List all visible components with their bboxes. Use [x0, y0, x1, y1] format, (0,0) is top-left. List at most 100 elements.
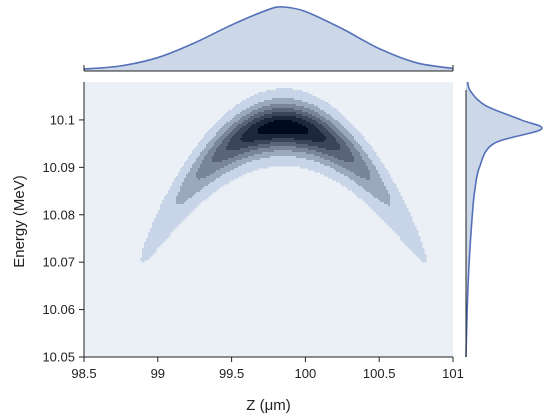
contour-cell-level-1: [362, 180, 365, 183]
contour-cell-level-1: [188, 192, 191, 195]
contour-cell-level-1: [374, 178, 377, 181]
contour-cell-level-0: [404, 242, 407, 245]
contour-cell-level-0: [404, 228, 407, 231]
contour-cell-level-3: [298, 146, 301, 149]
contour-cell-level-0: [196, 150, 199, 153]
contour-cell-level-3: [230, 150, 233, 153]
contour-cell-level-4: [282, 138, 285, 141]
contour-cell-level-6: [278, 132, 281, 135]
contour-cell-level-0: [206, 142, 209, 145]
contour-cell-level-6: [264, 132, 267, 135]
contour-cell-level-4: [330, 148, 333, 151]
contour-cell-level-0: [338, 172, 341, 175]
contour-cell-level-2: [234, 158, 237, 161]
contour-cell-level-0: [274, 92, 277, 95]
contour-cell-level-1: [368, 168, 371, 171]
contour-cell-level-0: [144, 258, 147, 261]
contour-cell-level-2: [216, 140, 219, 143]
contour-cell-level-0: [380, 212, 383, 215]
contour-cell-level-1: [388, 204, 391, 207]
contour-cell-level-0: [218, 120, 221, 123]
contour-cell-level-0: [260, 92, 263, 95]
contour-cell-level-1: [210, 142, 213, 145]
contour-cell-level-0: [370, 196, 373, 199]
contour-cell-level-1: [186, 192, 189, 195]
contour-cell-level-1: [306, 104, 309, 107]
contour-cell-level-3: [230, 152, 233, 155]
contour-cell-level-0: [396, 190, 399, 193]
contour-cell-level-1: [238, 114, 241, 117]
contour-cell-level-4: [306, 116, 309, 119]
contour-cell-level-1: [192, 180, 195, 183]
contour-cell-level-0: [190, 200, 193, 203]
contour-cell-level-0: [148, 240, 151, 243]
contour-cell-level-0: [198, 146, 201, 149]
contour-cell-level-2: [350, 146, 353, 149]
contour-cell-level-2: [314, 112, 317, 115]
contour-cell-level-0: [288, 90, 291, 93]
contour-cell-level-6: [306, 128, 309, 131]
contour-cell-level-0: [404, 210, 407, 213]
contour-cell-level-0: [340, 118, 343, 121]
contour-cell-level-1: [200, 188, 203, 191]
contour-cell-level-0: [324, 168, 327, 171]
contour-cell-level-2: [360, 158, 363, 161]
contour-cell-level-3: [346, 148, 349, 151]
contour-cell-level-0: [178, 182, 181, 185]
contour-cell-level-2: [246, 118, 249, 121]
contour-cell-level-0: [222, 182, 225, 185]
contour-cell-level-0: [398, 192, 401, 195]
contour-cell-level-0: [200, 200, 203, 203]
contour-cell-level-0: [142, 252, 145, 255]
contour-cell-level-0: [200, 190, 203, 193]
contour-cell-level-4: [242, 130, 245, 133]
contour-cell-level-1: [382, 188, 385, 191]
contour-cell-level-0: [382, 174, 385, 177]
contour-cell-level-0: [170, 186, 173, 189]
contour-cell-level-0: [348, 184, 351, 187]
contour-cell-level-2: [346, 162, 349, 165]
contour-cell-level-0: [280, 90, 283, 93]
contour-cell-level-2: [212, 150, 215, 153]
contour-cell-level-2: [222, 166, 225, 169]
contour-cell-level-0: [408, 230, 411, 233]
contour-cell-level-0: [406, 218, 409, 221]
contour-cell-level-3: [282, 110, 285, 113]
contour-cell-level-4: [274, 140, 277, 143]
contour-cell-level-2: [366, 172, 369, 175]
contour-cell-level-2: [210, 168, 213, 171]
contour-cell-level-1: [362, 158, 365, 161]
contour-cell-level-3: [220, 154, 223, 157]
contour-cell-level-3: [222, 146, 225, 149]
contour-cell-level-3: [244, 122, 247, 125]
contour-cell-level-0: [388, 174, 391, 177]
contour-cell-level-0: [392, 208, 395, 211]
contour-cell-level-1: [370, 170, 373, 173]
contour-cell-level-0: [238, 166, 241, 169]
contour-cell-level-2: [216, 168, 219, 171]
contour-cell-level-3: [336, 134, 339, 137]
contour-cell-level-2: [356, 152, 359, 155]
contour-cell-level-5: [242, 136, 245, 139]
top-marginal-area: [84, 6, 453, 72]
contour-cell-level-2: [224, 162, 227, 165]
contour-cell-level-1: [380, 190, 383, 193]
contour-cell-level-3: [254, 114, 257, 117]
contour-cell-level-1: [198, 156, 201, 159]
contour-cell-level-3: [324, 126, 327, 129]
contour-cell-level-0: [268, 160, 271, 163]
contour-cell-level-0: [350, 130, 353, 133]
contour-cell-level-4: [234, 140, 237, 143]
contour-cell-level-0: [208, 192, 211, 195]
contour-cell-level-0: [250, 164, 253, 167]
contour-cell-level-5: [298, 120, 301, 123]
contour-cell-level-0: [234, 110, 237, 113]
contour-cell-level-3: [350, 156, 353, 159]
contour-cell-level-2: [224, 134, 227, 137]
contour-cell-level-0: [160, 204, 163, 207]
contour-cell-level-1: [244, 160, 247, 163]
contour-cell-level-0: [410, 234, 413, 237]
contour-cell-level-0: [160, 206, 163, 209]
contour-cell-level-1: [300, 152, 303, 155]
contour-cell-level-0: [374, 162, 377, 165]
